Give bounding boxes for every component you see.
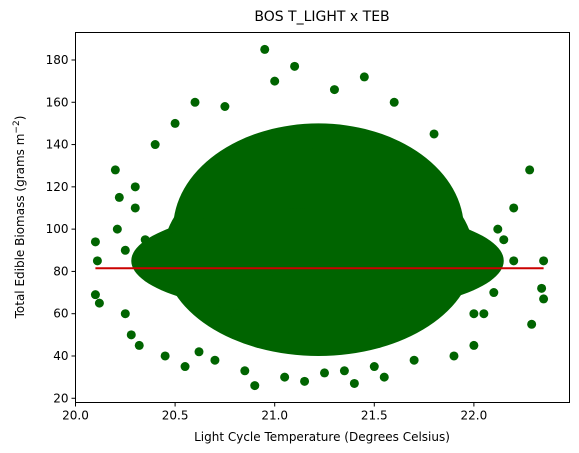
y-axis-label-close: ) <box>13 116 27 121</box>
scatter-point <box>360 72 369 81</box>
scatter-point <box>493 225 502 234</box>
scatter-point <box>131 182 140 191</box>
scatter-point <box>420 203 429 212</box>
scatter-point <box>141 256 150 265</box>
scatter-point <box>171 119 180 128</box>
scatter-point <box>161 277 170 286</box>
scatter-point <box>95 299 104 308</box>
y-axis: 20 40 60 80 100 120 140 160 180 <box>46 53 76 405</box>
scatter-point <box>91 290 100 299</box>
scatter-point <box>410 356 419 365</box>
scatter-point <box>449 351 458 360</box>
y-tick-label: 40 <box>53 349 68 363</box>
scatter-point <box>330 85 339 94</box>
scatter-point <box>509 256 518 265</box>
scatter-point <box>469 309 478 318</box>
y-tick-label: 100 <box>46 222 69 236</box>
scatter-point <box>91 237 100 246</box>
scatter-point <box>410 277 419 286</box>
scatter-point <box>121 246 130 255</box>
y-tick-label: 140 <box>46 138 69 152</box>
scatter-point <box>161 351 170 360</box>
scatter-point <box>340 366 349 375</box>
scatter-point <box>330 288 339 297</box>
scatter-point <box>370 362 379 371</box>
scatter-point <box>191 98 200 107</box>
scatter-point <box>280 373 289 382</box>
scatter-point <box>240 366 249 375</box>
x-axis-label: Light Cycle Temperature (Degrees Celsius… <box>194 430 450 444</box>
y-tick-label: 180 <box>46 53 69 67</box>
scatter-point <box>469 341 478 350</box>
scatter-point <box>390 98 399 107</box>
x-axis: 20.0 20.5 21.0 21.5 22.0 <box>62 403 487 423</box>
scatter-point <box>220 102 229 111</box>
x-tick-label: 21.0 <box>261 409 288 423</box>
scatter-point <box>440 288 449 297</box>
scatter-point <box>210 203 219 212</box>
scatter-point <box>200 246 209 255</box>
scatter-point <box>171 225 180 234</box>
y-axis-label-text: Total Edible Biomass (grams m <box>13 134 27 320</box>
scatter-point <box>131 203 140 212</box>
scatter-point <box>121 309 130 318</box>
y-tick-label: 80 <box>53 264 68 278</box>
x-tick-label: 21.5 <box>361 409 388 423</box>
scatter-point <box>489 246 498 255</box>
y-tick-label: 120 <box>46 180 69 194</box>
scatter-point <box>499 235 508 244</box>
scatter-point <box>210 356 219 365</box>
y-tick-label: 20 <box>53 391 68 405</box>
scatter-point <box>310 256 319 265</box>
scatter-point <box>525 165 534 174</box>
x-tick-label: 22.0 <box>461 409 488 423</box>
scatter-point <box>310 140 319 149</box>
x-tick-label: 20.0 <box>62 409 89 423</box>
scatter-point <box>111 165 120 174</box>
y-axis-label: Total Edible Biomass (grams m−2) <box>12 116 27 320</box>
scatter-point <box>350 379 359 388</box>
scatter-point <box>93 256 102 265</box>
point-cloud-right <box>145 208 504 314</box>
scatter-point <box>141 235 150 244</box>
scatter-point <box>250 161 259 170</box>
scatter-point <box>127 330 136 339</box>
scatter-point <box>230 309 239 318</box>
scatter-point <box>113 225 122 234</box>
scatter-point <box>320 368 329 377</box>
scatter-point <box>527 320 536 329</box>
scatter-point <box>509 203 518 212</box>
scatter-point <box>260 45 269 54</box>
scatter-point <box>250 381 259 390</box>
scatter-point <box>181 362 190 371</box>
scatter-point <box>430 129 439 138</box>
scatter-point <box>400 235 409 244</box>
scatter-point <box>489 288 498 297</box>
chart-title: BOS T_LIGHT x TEB <box>254 9 389 25</box>
scatter-point <box>290 62 299 71</box>
scatter-point <box>380 373 389 382</box>
scatter-point <box>537 284 546 293</box>
y-axis-label-exponent: −2 <box>12 120 22 133</box>
scatter-point <box>539 294 548 303</box>
scatter-point <box>191 299 200 308</box>
scatter-point <box>300 377 309 386</box>
scatter-point <box>195 347 204 356</box>
scatter-point <box>270 77 279 86</box>
scatter-point <box>390 161 399 170</box>
scatter-point <box>539 256 548 265</box>
scatter-point <box>135 341 144 350</box>
scatter-point <box>115 193 124 202</box>
scatter-point <box>479 309 488 318</box>
scatter-point <box>151 140 160 149</box>
x-tick-label: 20.5 <box>162 409 189 423</box>
y-tick-label: 60 <box>53 307 68 321</box>
y-tick-label: 160 <box>46 95 69 109</box>
scatter-point-cloud <box>131 123 503 356</box>
